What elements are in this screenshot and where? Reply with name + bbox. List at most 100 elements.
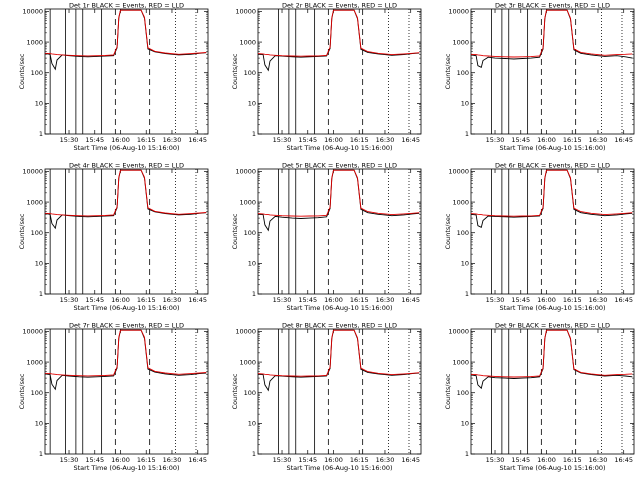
x-tick-label: 15:30 — [60, 296, 79, 304]
y-tick-label: 100 — [457, 229, 469, 237]
y-tick-label: 10 — [248, 100, 256, 108]
y-tick-label: 100 — [244, 389, 256, 397]
x-tick-label: 16:45 — [188, 296, 207, 304]
y-tick-label: 1000 — [452, 358, 469, 366]
lld-series-line — [470, 9, 633, 58]
x-tick-label: 16:30 — [163, 136, 182, 144]
x-tick-label: 16:00 — [537, 296, 556, 304]
x-axis-title: Start Time (06-Aug-10 15:16:00) — [286, 304, 392, 312]
panel-title: Det 3r BLACK = Events, RED = LLD — [495, 2, 610, 10]
lld-series-line — [257, 329, 420, 377]
x-tick-label: 16:00 — [111, 456, 130, 464]
y-tick-label: 1 — [465, 290, 469, 298]
y-axis-title: Counts/sec — [18, 373, 26, 409]
plot-frame — [470, 328, 635, 455]
x-axis-title: Start Time (06-Aug-10 15:16:00) — [499, 464, 605, 472]
x-axis-title: Start Time (06-Aug-10 15:16:00) — [286, 464, 392, 472]
x-tick-label: 15:30 — [486, 456, 505, 464]
lld-series-line — [257, 9, 420, 57]
y-tick-label: 100 — [31, 389, 43, 397]
x-tick-label: 16:30 — [376, 136, 395, 144]
x-tick-label: 16:00 — [324, 136, 343, 144]
x-tick-label: 16:15 — [350, 456, 369, 464]
y-tick-label: 1000 — [239, 198, 256, 206]
y-axis-title: Counts/sec — [444, 373, 452, 409]
y-tick-label: 100 — [457, 69, 469, 77]
panel-4: Det 4r BLACK = Events, RED = LLD 1 10 100 10… — [18, 162, 209, 312]
panel-3: Det 3r BLACK = Events, RED = LLD 1 10 100 10… — [444, 2, 635, 152]
x-tick-label: 15:45 — [511, 296, 530, 304]
x-tick-label: 16:15 — [350, 296, 369, 304]
x-tick-label: 16:30 — [376, 296, 395, 304]
y-axis-title: Counts/sec — [18, 213, 26, 249]
y-tick-label: 10000 — [235, 328, 256, 336]
panel-1: Det 1r BLACK = Events, RED = LLD 1 10 100 10… — [18, 2, 209, 152]
x-tick-label: 15:30 — [273, 136, 292, 144]
y-tick-label: 100 — [31, 69, 43, 77]
panel-5: Det 5r BLACK = Events, RED = LLD 1 10 100 10… — [231, 162, 422, 312]
y-tick-label: 10000 — [22, 328, 43, 336]
y-tick-label: 1 — [465, 130, 469, 138]
y-tick-label: 10 — [248, 420, 256, 428]
y-axis-title: Counts/sec — [18, 53, 26, 89]
y-axis-title: Counts/sec — [444, 53, 452, 89]
y-tick-label: 10 — [461, 100, 469, 108]
x-axis-title: Start Time (06-Aug-10 15:16:00) — [499, 144, 605, 152]
x-tick-label: 15:45 — [511, 456, 530, 464]
y-tick-label: 10000 — [448, 8, 469, 16]
panel-title: Det 2r BLACK = Events, RED = LLD — [282, 2, 397, 10]
y-tick-label: 1 — [252, 450, 256, 458]
x-tick-label: 15:30 — [60, 456, 79, 464]
y-tick-label: 1 — [465, 450, 469, 458]
panel-6: Det 6r BLACK = Events, RED = LLD 1 10 100 10… — [444, 162, 635, 312]
lld-series-line — [470, 169, 633, 217]
x-axis-title: Start Time (06-Aug-10 15:16:00) — [73, 304, 179, 312]
x-tick-label: 16:15 — [563, 456, 582, 464]
y-tick-label: 1 — [39, 130, 43, 138]
x-tick-label: 16:15 — [563, 296, 582, 304]
y-tick-label: 10 — [35, 420, 43, 428]
y-axis-title: Counts/sec — [231, 53, 239, 89]
x-tick-label: 16:15 — [350, 136, 369, 144]
x-tick-label: 16:30 — [163, 456, 182, 464]
x-axis-title: Start Time (06-Aug-10 15:16:00) — [286, 144, 392, 152]
x-tick-label: 16:30 — [163, 296, 182, 304]
panel-2: Det 2r BLACK = Events, RED = LLD 1 10 100 10… — [231, 2, 422, 152]
x-tick-label: 16:30 — [376, 456, 395, 464]
x-tick-label: 15:45 — [298, 456, 317, 464]
panel-title: Det 1r BLACK = Events, RED = LLD — [69, 2, 184, 10]
panel-title: Det 8r BLACK = Events, RED = LLD — [282, 322, 397, 330]
y-tick-label: 100 — [457, 389, 469, 397]
x-tick-label: 15:30 — [486, 136, 505, 144]
lld-series-line — [44, 329, 207, 377]
x-tick-label: 15:45 — [298, 296, 317, 304]
y-axis-title: Counts/sec — [444, 213, 452, 249]
x-axis-title: Start Time (06-Aug-10 15:16:00) — [499, 304, 605, 312]
plot-frame — [257, 8, 422, 135]
plot-frame — [44, 168, 209, 295]
events-series-line — [257, 169, 420, 232]
x-tick-label: 16:45 — [188, 456, 207, 464]
x-tick-label: 16:45 — [614, 456, 633, 464]
x-tick-label: 16:15 — [137, 296, 156, 304]
y-tick-label: 10000 — [235, 168, 256, 176]
x-tick-label: 15:45 — [85, 456, 104, 464]
y-axis-title: Counts/sec — [231, 213, 239, 249]
events-series-line — [257, 329, 420, 392]
y-tick-label: 10 — [461, 260, 469, 268]
x-tick-label: 15:45 — [298, 136, 317, 144]
y-tick-label: 10000 — [22, 168, 43, 176]
y-tick-label: 1000 — [452, 198, 469, 206]
y-tick-label: 1000 — [26, 38, 43, 46]
events-series-line — [257, 9, 420, 72]
events-series-line — [470, 329, 633, 390]
y-tick-label: 10000 — [235, 8, 256, 16]
plot-frame — [257, 328, 422, 455]
panel-title: Det 4r BLACK = Events, RED = LLD — [69, 162, 184, 170]
panel-title: Det 7r BLACK = Events, RED = LLD — [69, 322, 184, 330]
x-tick-label: 15:30 — [273, 456, 292, 464]
lld-series-line — [44, 169, 207, 217]
events-series-line — [44, 169, 207, 230]
y-tick-label: 1000 — [452, 38, 469, 46]
y-tick-label: 100 — [31, 229, 43, 237]
